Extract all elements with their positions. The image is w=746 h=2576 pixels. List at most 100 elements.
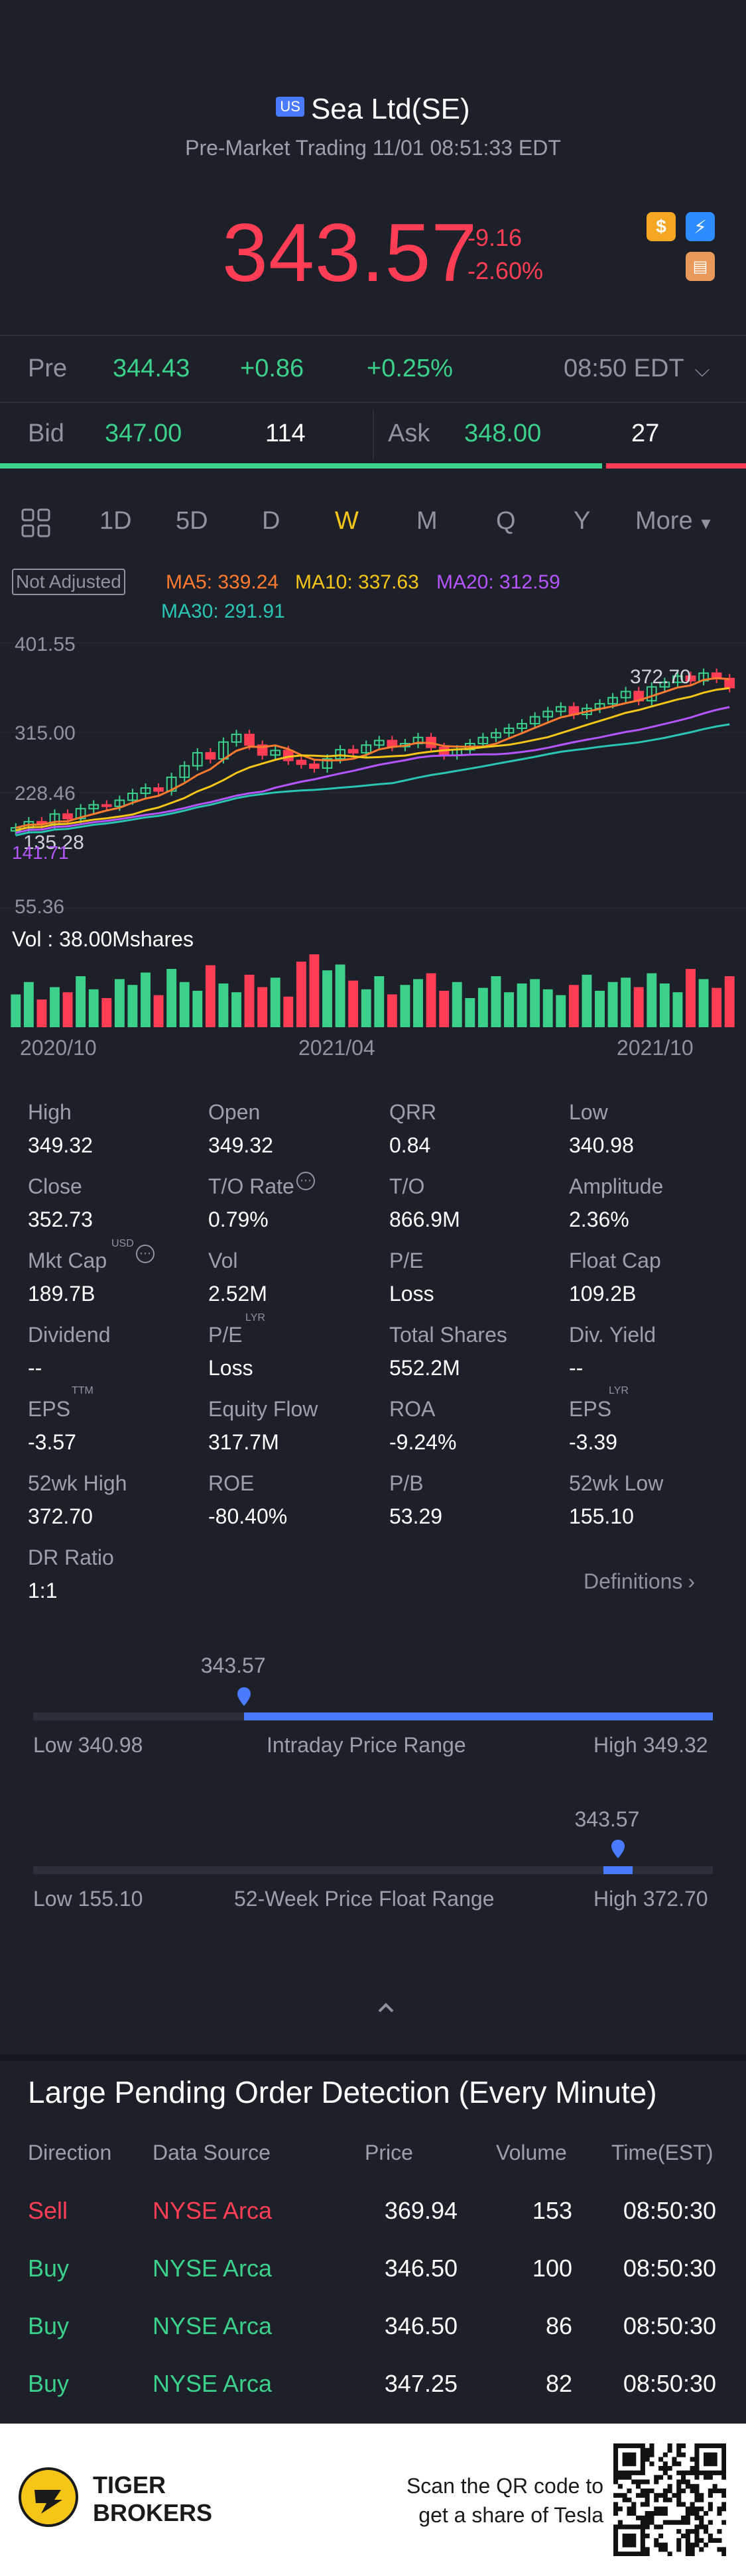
qr-module xyxy=(654,2475,659,2480)
tab-m[interactable]: M xyxy=(416,507,438,535)
tab-w[interactable]: W xyxy=(335,507,359,535)
layout-grid-icon[interactable] xyxy=(20,507,52,539)
qr-module xyxy=(717,2547,722,2552)
qr-module xyxy=(631,2524,637,2530)
qr-module xyxy=(681,2489,686,2494)
candle xyxy=(361,744,372,754)
stat-label: P/E xyxy=(389,1249,424,1272)
stat-value: 340.98 xyxy=(569,1133,634,1157)
not-adjusted-toggle[interactable]: Not Adjusted xyxy=(12,569,125,595)
qr-module xyxy=(636,2551,641,2556)
qr-module xyxy=(685,2551,690,2556)
qr-module xyxy=(685,2506,690,2512)
qr-module xyxy=(708,2452,713,2457)
stat-value: -- xyxy=(569,1356,584,1380)
collapse-chevron-up-icon[interactable] xyxy=(373,1998,399,2018)
tab-5d[interactable]: 5D xyxy=(176,507,208,535)
qr-module xyxy=(658,2542,664,2548)
education-icon[interactable]: ▤ xyxy=(686,252,715,281)
candle xyxy=(140,787,151,795)
qr-module xyxy=(694,2443,700,2449)
stat-value: 352.73 xyxy=(28,1207,93,1231)
qr-module xyxy=(704,2511,709,2516)
qr-module xyxy=(694,2457,700,2462)
stat-value: -3.57 xyxy=(28,1430,76,1454)
volume-bar xyxy=(452,981,462,1027)
stat-value: -80.40% xyxy=(208,1504,288,1528)
candle xyxy=(477,736,489,744)
qr-module xyxy=(721,2452,726,2457)
qr-module xyxy=(627,2475,632,2480)
qr-module xyxy=(662,2506,668,2512)
tab-1d[interactable]: 1D xyxy=(99,507,132,535)
qr-module xyxy=(676,2443,682,2449)
qr-module xyxy=(613,2534,619,2539)
intraday-high: High 349.32 xyxy=(593,1733,708,1757)
qr-module xyxy=(694,2497,700,2502)
info-icon[interactable]: ⋯ xyxy=(296,1172,315,1190)
week52-low: Low 155.10 xyxy=(33,1887,143,1911)
qr-module xyxy=(667,2520,672,2525)
volume-bar xyxy=(270,978,280,1027)
qr-module xyxy=(654,2506,659,2512)
qr-module xyxy=(640,2524,645,2530)
qr-module xyxy=(649,2443,654,2449)
order-volume: 82 xyxy=(545,2370,572,2397)
stat-label: Close xyxy=(28,1174,82,1198)
tab-y[interactable]: Y xyxy=(574,507,591,535)
tab-more[interactable]: More ▼ xyxy=(635,507,714,535)
qr-module xyxy=(681,2515,686,2520)
order-price: 347.25 xyxy=(384,2370,458,2397)
qr-module xyxy=(699,2506,704,2512)
qr-module xyxy=(694,2470,700,2475)
intraday-low: Low 340.98 xyxy=(33,1733,143,1757)
candlestick-chart[interactable]: 401.55 315.00 228.46 55.36 372.70 135.28… xyxy=(0,630,746,1060)
qr-module xyxy=(694,2461,700,2467)
volume-bar xyxy=(153,995,164,1027)
qr-module xyxy=(717,2489,722,2494)
volume-bar xyxy=(283,996,294,1027)
qr-module xyxy=(649,2452,654,2457)
stat-label: P/E xyxy=(208,1323,243,1347)
candle xyxy=(205,752,216,760)
tab-d[interactable]: D xyxy=(262,507,280,535)
bid-label: Bid xyxy=(28,420,64,447)
volume-bar xyxy=(166,969,177,1027)
volume-bar xyxy=(465,998,475,1027)
definitions-link[interactable]: Definitions › xyxy=(584,1569,695,1594)
qr-module xyxy=(699,2443,704,2449)
ma30-legend: MA30: 291.91 xyxy=(161,600,285,622)
qr-module xyxy=(690,2529,695,2534)
col-volume: Volume xyxy=(496,2141,567,2164)
stat-label: Open xyxy=(208,1100,261,1124)
qr-module xyxy=(676,2542,682,2548)
qr-module xyxy=(662,2492,668,2498)
info-icon[interactable]: ⋯ xyxy=(136,1245,155,1263)
qr-module xyxy=(658,2511,664,2516)
qr-module xyxy=(613,2461,619,2467)
qr-module xyxy=(622,2461,627,2467)
qr-module xyxy=(721,2461,726,2467)
volume-bar xyxy=(114,979,125,1027)
qr-module xyxy=(613,2511,619,2516)
candle xyxy=(88,804,99,810)
qr-module xyxy=(685,2547,690,2552)
qr-module xyxy=(613,2470,619,2475)
low-marker: 135.28 xyxy=(23,832,84,854)
volume-bar xyxy=(127,985,138,1027)
volume-bar xyxy=(36,999,47,1027)
tab-q[interactable]: Q xyxy=(496,507,516,535)
qr-module xyxy=(694,2515,700,2520)
qr-module xyxy=(613,2506,619,2512)
candle xyxy=(114,799,125,807)
dollar-icon[interactable]: $ xyxy=(647,212,676,241)
qr-code[interactable] xyxy=(613,2443,726,2556)
stat-label: Mkt Cap xyxy=(28,1249,107,1272)
candle xyxy=(373,740,385,746)
qr-module xyxy=(658,2466,664,2471)
pre-time-dropdown[interactable]: 08:50 EDT ⌵ xyxy=(564,355,710,383)
qr-module xyxy=(694,2492,700,2498)
qr-module xyxy=(704,2524,709,2530)
lightning-icon[interactable]: ⚡ xyxy=(686,212,715,241)
pre-change-pct: +0.25% xyxy=(367,355,453,382)
